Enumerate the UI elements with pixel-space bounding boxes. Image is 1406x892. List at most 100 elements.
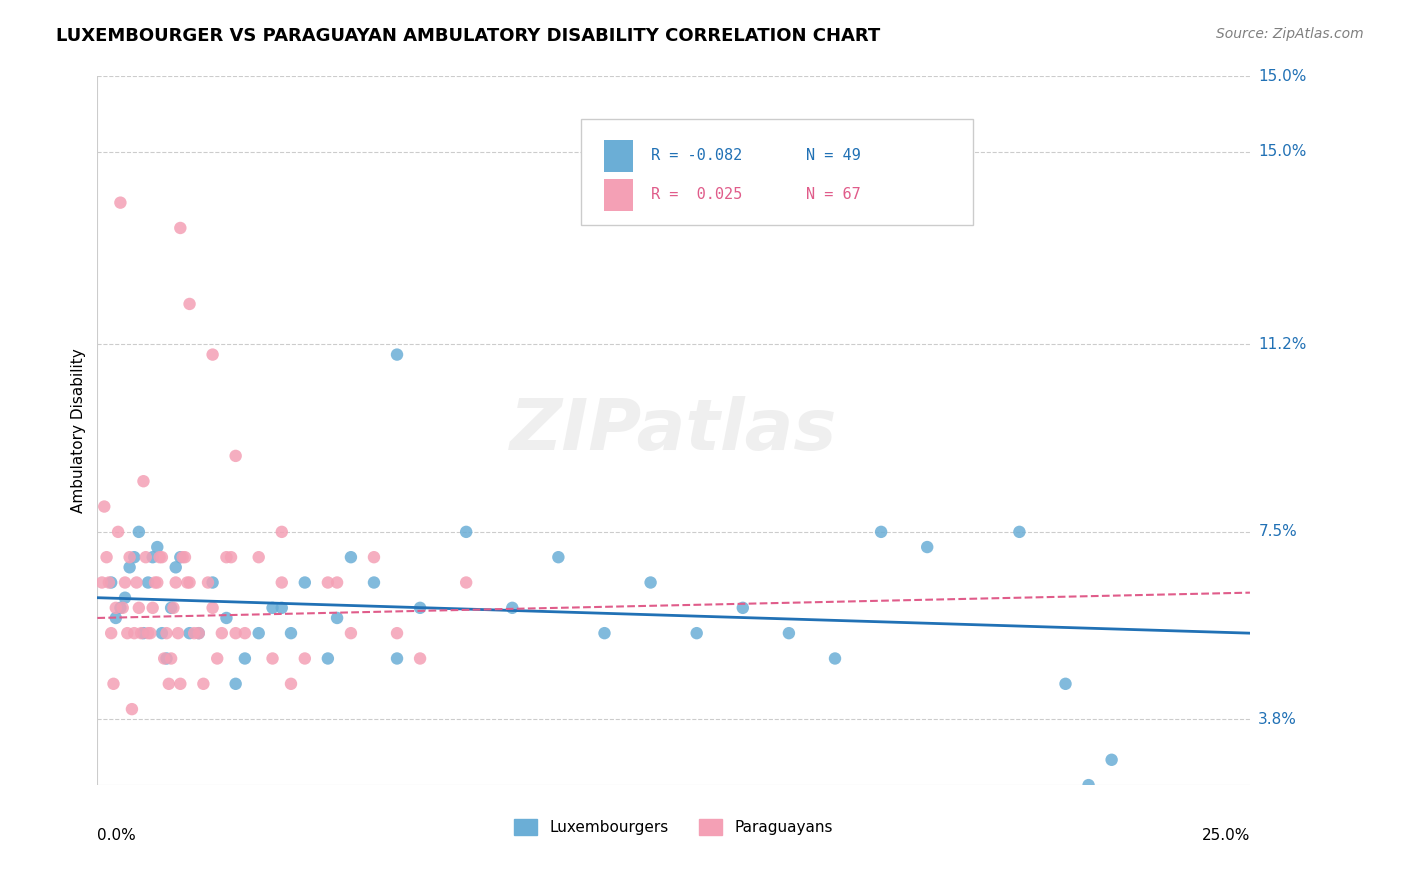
Luxembourgers [179,626,201,640]
Luxembourgers [169,550,191,565]
Paraguayans [97,575,120,590]
Luxembourgers [262,600,284,615]
FancyBboxPatch shape [605,178,633,211]
Paraguayans [118,550,141,565]
Text: LUXEMBOURGER VS PARAGUAYAN AMBULATORY DISABILITY CORRELATION CHART: LUXEMBOURGER VS PARAGUAYAN AMBULATORY DI… [56,27,880,45]
Paraguayans [129,626,152,640]
Luxembourgers [294,575,316,590]
Paraguayans [160,651,183,665]
Paraguayans [409,651,432,665]
Paraguayans [201,600,224,615]
FancyBboxPatch shape [582,119,973,225]
Luxembourgers [385,651,408,665]
Text: 15.0%: 15.0% [1258,145,1306,160]
Paraguayans [150,550,173,565]
Paraguayans [211,626,233,640]
Luxembourgers [340,550,363,565]
Text: 7.5%: 7.5% [1258,524,1296,540]
Paraguayans [169,677,191,691]
Paraguayans [201,348,224,362]
Paraguayans [205,651,228,665]
Luxembourgers [110,600,132,615]
Paraguayans [340,626,363,640]
Paraguayans [153,651,176,665]
Paraguayans [121,702,143,716]
Paraguayans [262,651,284,665]
Luxembourgers [593,626,616,640]
Paraguayans [91,575,114,590]
Text: N = 67: N = 67 [806,187,860,202]
Luxembourgers [132,626,155,640]
Luxembourgers [104,611,127,625]
Paraguayans [176,575,198,590]
Text: ZIPatlas: ZIPatlas [510,396,838,465]
Paraguayans [135,550,157,565]
Luxembourgers [409,600,432,615]
Text: N = 49: N = 49 [806,148,860,163]
Luxembourgers [187,626,209,640]
Paraguayans [169,221,191,235]
Paraguayans [225,626,247,640]
Paraguayans [110,195,132,210]
Paraguayans [326,575,349,590]
Luxembourgers [122,550,145,565]
Luxembourgers [1008,524,1031,539]
Paraguayans [136,626,159,640]
Paraguayans [111,600,134,615]
Luxembourgers [316,651,339,665]
Paraguayans [100,626,122,640]
Luxembourgers [326,611,349,625]
Paraguayans [162,600,184,615]
Paraguayans [172,550,194,565]
Paraguayans [179,575,201,590]
Luxembourgers [118,560,141,574]
Text: 15.0%: 15.0% [1258,69,1306,84]
Luxembourgers [201,575,224,590]
Paraguayans [197,575,219,590]
Paraguayans [107,524,129,539]
Text: R =  0.025: R = 0.025 [651,187,742,202]
Luxembourgers [247,626,270,640]
Luxembourgers [547,550,569,565]
Luxembourgers [501,600,523,615]
Paraguayans [215,550,238,565]
Paraguayans [456,575,478,590]
Luxembourgers [270,600,292,615]
Paraguayans [142,600,165,615]
Luxembourgers [160,600,183,615]
Luxembourgers [363,575,385,590]
Paraguayans [179,297,201,311]
Luxembourgers [915,540,938,554]
Legend: Luxembourgers, Paraguayans: Luxembourgers, Paraguayans [508,814,839,841]
Paraguayans [316,575,339,590]
Paraguayans [143,575,166,590]
Paraguayans [125,575,148,590]
Paraguayans [122,626,145,640]
Paraguayans [114,575,136,590]
Paraguayans [294,651,316,665]
Paraguayans [139,626,162,640]
Paraguayans [187,626,209,640]
Luxembourgers [100,575,122,590]
Paraguayans [157,677,180,691]
Luxembourgers [136,575,159,590]
Luxembourgers [215,611,238,625]
Text: 3.8%: 3.8% [1258,712,1298,727]
Luxembourgers [778,626,800,640]
Luxembourgers [128,524,150,539]
Luxembourgers [114,591,136,605]
Paraguayans [280,677,302,691]
Luxembourgers [731,600,754,615]
Paraguayans [132,474,155,488]
Text: Source: ZipAtlas.com: Source: ZipAtlas.com [1216,27,1364,41]
Paraguayans [270,575,292,590]
Luxembourgers [824,651,846,665]
Luxembourgers [150,626,173,640]
Paraguayans [225,449,247,463]
Paraguayans [270,524,292,539]
Luxembourgers [385,348,408,362]
Paraguayans [183,626,205,640]
Paraguayans [363,550,385,565]
Paraguayans [149,550,172,565]
Paraguayans [233,626,256,640]
